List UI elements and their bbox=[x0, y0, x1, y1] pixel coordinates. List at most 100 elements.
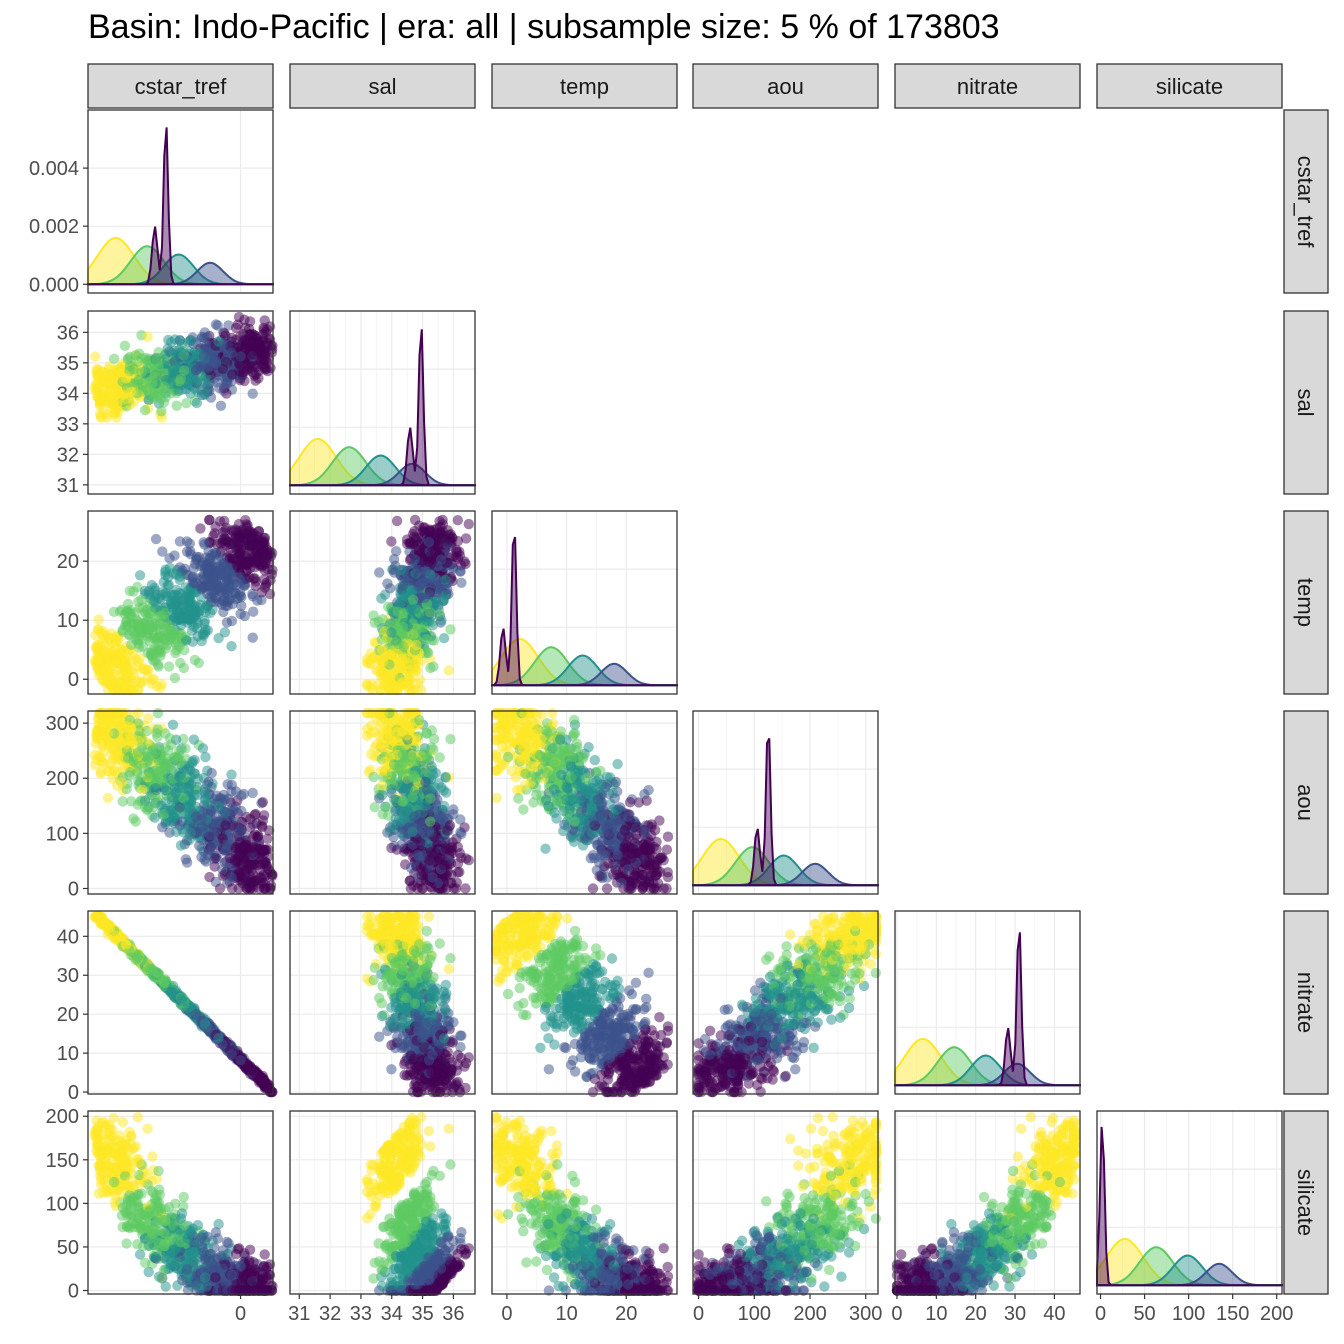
scatter-point bbox=[182, 800, 193, 811]
panel-aou-temp bbox=[491, 708, 678, 895]
scatter-point bbox=[152, 708, 164, 719]
scatter-point bbox=[133, 747, 144, 758]
scatter-point bbox=[257, 797, 268, 808]
scatter-point bbox=[265, 880, 277, 891]
scatter-point bbox=[391, 546, 402, 557]
scatter-point bbox=[455, 814, 466, 825]
scatter-point bbox=[376, 780, 388, 791]
scatter-point bbox=[136, 594, 147, 605]
scatter-point bbox=[175, 373, 187, 385]
scatter-point bbox=[399, 785, 411, 796]
scatter-point bbox=[150, 782, 162, 794]
scatter-point bbox=[196, 331, 208, 343]
scatter-point bbox=[165, 597, 176, 608]
scatter-point bbox=[397, 621, 409, 632]
scatter-point bbox=[161, 785, 172, 796]
scatter-point bbox=[456, 577, 467, 588]
scatter-point bbox=[407, 826, 418, 837]
scatter-point bbox=[147, 749, 158, 760]
scatter-point bbox=[405, 862, 417, 874]
scatter-point bbox=[396, 839, 407, 850]
scatter-point bbox=[386, 536, 397, 547]
scatter-point bbox=[412, 564, 423, 575]
scatter-point bbox=[147, 376, 158, 388]
scatter-point bbox=[245, 878, 257, 889]
scatter-point bbox=[228, 805, 239, 816]
scatter-point bbox=[423, 537, 435, 548]
scatter-point bbox=[185, 827, 196, 838]
scatter-point bbox=[199, 794, 210, 805]
scatter-point bbox=[233, 592, 244, 604]
scatter-point bbox=[217, 864, 228, 875]
scatter-point bbox=[249, 573, 260, 584]
scatter-point bbox=[104, 370, 116, 382]
scatter-point bbox=[171, 400, 182, 411]
scatter-point bbox=[438, 533, 449, 544]
panel-cstar_tref-cstar_tref bbox=[87, 109, 274, 294]
scatter-point bbox=[220, 356, 232, 368]
scatter-point bbox=[190, 811, 202, 822]
scatter-point bbox=[392, 606, 403, 617]
scatter-point bbox=[125, 386, 137, 397]
scatter-point bbox=[188, 621, 200, 632]
scatter-point bbox=[196, 584, 207, 595]
scatter-point bbox=[391, 515, 403, 527]
scatter-point bbox=[409, 514, 421, 526]
scatter-point bbox=[149, 812, 160, 823]
scatter-point bbox=[409, 770, 420, 781]
scatter-point bbox=[445, 624, 456, 635]
scatter-point bbox=[438, 800, 450, 812]
scatter-point bbox=[411, 534, 422, 546]
chart-title: Basin: Indo-Pacific | era: all | subsamp… bbox=[88, 8, 1000, 47]
scatter-point bbox=[142, 665, 153, 676]
scatter-point bbox=[452, 515, 463, 526]
scatter-point bbox=[440, 771, 451, 783]
scatter-point bbox=[142, 712, 154, 724]
scatter-point bbox=[460, 883, 471, 894]
scatter-point bbox=[227, 883, 238, 894]
scatter-point bbox=[213, 633, 224, 644]
scatter-point bbox=[380, 738, 392, 749]
scatter-point bbox=[103, 656, 114, 667]
scatter-point bbox=[198, 351, 209, 362]
scatter-point bbox=[445, 878, 456, 889]
scatter-point bbox=[230, 524, 241, 535]
scatter-point bbox=[91, 639, 103, 651]
scatter-point bbox=[395, 679, 407, 690]
scatter-point bbox=[612, 758, 623, 770]
scatter-point bbox=[175, 840, 187, 851]
scatter-point bbox=[460, 853, 472, 864]
scatter-point bbox=[212, 377, 223, 388]
scatter-point bbox=[213, 800, 224, 812]
scatter-point bbox=[133, 708, 144, 719]
scatter-point bbox=[227, 553, 238, 564]
panel-background bbox=[88, 110, 273, 293]
scatter-point bbox=[198, 537, 209, 548]
scatter-point bbox=[120, 680, 132, 692]
scatter-point bbox=[175, 620, 187, 631]
scatter-point bbox=[136, 367, 147, 378]
panel-sal-cstar_tref bbox=[87, 310, 278, 495]
scatter-point bbox=[389, 794, 400, 805]
scatter-point bbox=[171, 569, 182, 580]
scatter-point bbox=[150, 533, 162, 545]
scatter-point bbox=[149, 367, 161, 378]
scatter-point bbox=[236, 790, 247, 801]
scatter-point bbox=[189, 654, 201, 666]
scatter-point bbox=[199, 627, 211, 638]
scatter-point bbox=[120, 659, 132, 671]
scatter-point bbox=[199, 388, 211, 399]
scatter-point bbox=[150, 589, 162, 600]
scatter-point bbox=[376, 789, 388, 801]
scatter-point bbox=[156, 610, 167, 621]
scatter-point bbox=[451, 546, 462, 558]
scatter-point bbox=[104, 672, 116, 683]
scatter-point bbox=[442, 825, 453, 836]
scatter-point bbox=[361, 679, 373, 690]
scatter-point bbox=[212, 565, 223, 577]
scatter-point bbox=[176, 782, 188, 793]
scatter-point bbox=[440, 574, 451, 586]
scatter-point bbox=[210, 521, 221, 532]
scatter-point bbox=[435, 521, 446, 532]
scatter-point bbox=[151, 353, 162, 365]
